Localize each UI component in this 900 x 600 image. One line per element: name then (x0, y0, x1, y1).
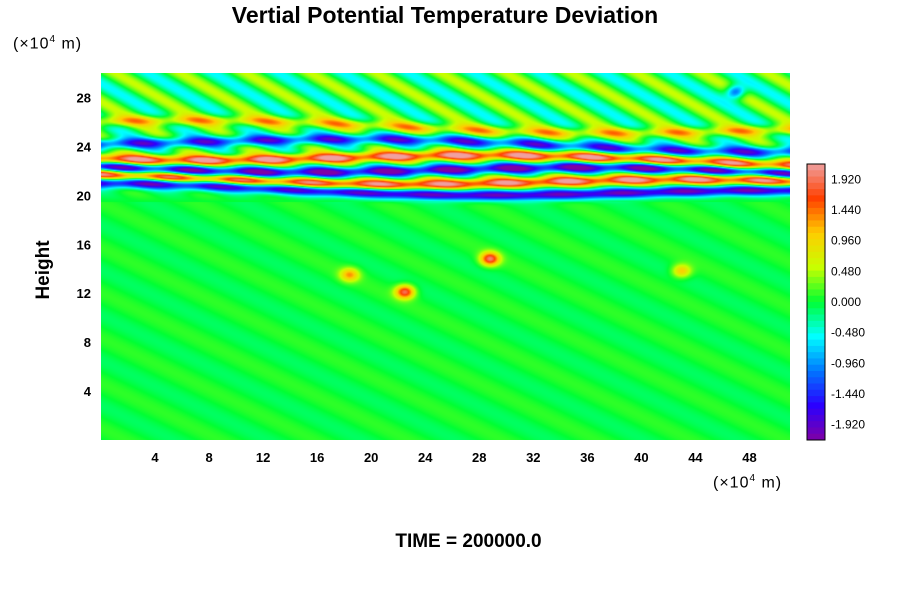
chart-title: Vertial Potential Temperature Deviation (231, 2, 659, 28)
colorbar-segment (807, 371, 825, 378)
colorbar-segment (807, 264, 825, 272)
y-tick-label: 28 (77, 90, 91, 105)
colorbar-segment (807, 195, 825, 203)
colorbar-segment (807, 314, 825, 322)
colorbar-segment (807, 207, 825, 215)
colorbar-segment (807, 308, 825, 316)
colorbar-segment (807, 421, 825, 428)
colorbar-tick-label: 1.440 (831, 203, 861, 217)
colorbar-segment (807, 433, 825, 441)
y-tick-label: 4 (84, 384, 92, 399)
colorbar: 1.920 1.440 0.960 0.480 0.000 -0.480 -0.960 -1.… (806, 163, 865, 441)
colorbar-tick-label: -1.920 (831, 418, 865, 432)
x-tick-label: 24 (418, 450, 433, 465)
colorbar-segment (807, 358, 825, 366)
colorbar-segment (807, 283, 825, 290)
colorbar-segment (807, 164, 825, 171)
colorbar-segment (807, 201, 825, 209)
x-tick-label: 40 (634, 450, 648, 465)
x-tick-label: 8 (205, 450, 212, 465)
colorbar-segment (807, 339, 825, 347)
colorbar-segment (807, 258, 825, 265)
colorbar-segment (807, 220, 825, 228)
time-label: TIME = 200000.0 (395, 531, 542, 552)
colorbar-segment (807, 402, 825, 410)
colorbar-segment (807, 226, 825, 234)
colorbar-segment (807, 289, 825, 297)
plot-area (101, 73, 790, 440)
y-unit-label: (×104 m) (13, 34, 83, 53)
x-tick-label: 32 (526, 450, 540, 465)
colorbar-tick-label: 0.960 (831, 234, 861, 248)
x-axis-ticks: 4 8 12 16 20 24 28 32 36 40 44 48 (151, 450, 756, 465)
y-tick-label: 20 (77, 188, 91, 203)
x-tick-label: 12 (256, 450, 270, 465)
colorbar-tick-label: -0.480 (831, 326, 865, 340)
x-tick-label: 48 (742, 450, 756, 465)
colorbar-segment (807, 302, 825, 309)
colorbar-tick-label: 0.000 (831, 295, 861, 309)
y-tick-label: 16 (77, 237, 91, 252)
colorbar-segment (807, 383, 825, 391)
colorbar-segment (807, 333, 825, 341)
colorbar-tick-label: -1.440 (831, 387, 865, 401)
colorbar-segment (807, 245, 825, 253)
colorbar-segment (807, 389, 825, 397)
colorbar-segment (807, 176, 825, 184)
colorbar-segment (807, 408, 825, 416)
colorbar-segment (807, 414, 825, 422)
colorbar-tick-label: -0.960 (831, 356, 865, 370)
colorbar-segment (807, 364, 825, 372)
colorbar-segment (807, 295, 825, 303)
heatmap-field (101, 73, 790, 440)
colorbar-segment (807, 251, 825, 259)
colorbar-segment (807, 214, 825, 221)
y-tick-label: 24 (77, 139, 92, 154)
y-tick-label: 12 (77, 286, 91, 301)
colorbar-segment (807, 377, 825, 385)
y-tick-label: 8 (84, 335, 91, 350)
colorbar-segment (807, 320, 825, 328)
colorbar-segment (807, 396, 825, 403)
colorbar-segment (807, 239, 825, 247)
colorbar-segment (807, 270, 825, 278)
x-tick-label: 20 (364, 450, 378, 465)
colorbar-segment (807, 345, 825, 353)
colorbar-segment (807, 182, 825, 190)
colorbar-segment (807, 276, 825, 284)
x-tick-label: 4 (151, 450, 159, 465)
colorbar-tick-label: 0.480 (831, 264, 861, 278)
x-unit-label: (×104 m) (713, 473, 783, 492)
y-axis-ticks: 4 8 12 16 20 24 28 (77, 90, 92, 399)
x-tick-label: 16 (310, 450, 324, 465)
colorbar-segment (807, 327, 825, 334)
colorbar-segment (807, 233, 825, 240)
x-tick-label: 36 (580, 450, 594, 465)
colorbar-segment (807, 427, 825, 435)
colorbar-tick-label: 1.920 (831, 172, 861, 186)
colorbar-segment (807, 189, 825, 196)
colorbar-segment (807, 170, 825, 178)
colorbar-frame (806, 163, 826, 441)
x-tick-label: 44 (688, 450, 703, 465)
x-tick-label: 28 (472, 450, 486, 465)
colorbar-segment (807, 352, 825, 359)
